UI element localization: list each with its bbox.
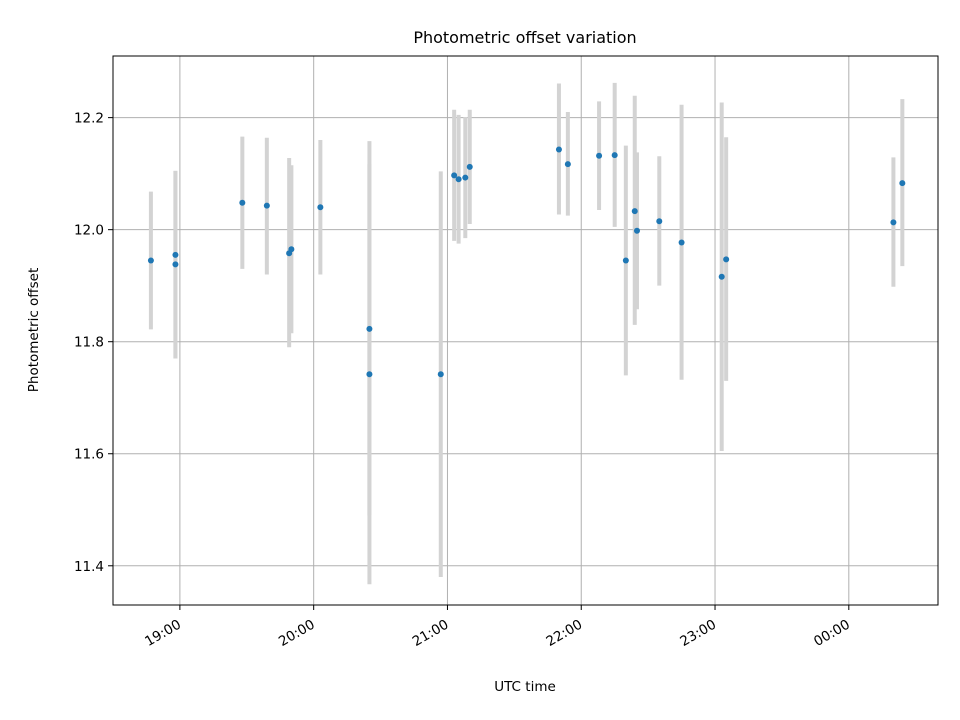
data-point [172, 261, 179, 268]
y-tick-label: 11.4 [74, 559, 104, 575]
data-point [437, 371, 444, 378]
data-point [656, 218, 663, 225]
data-point [899, 180, 906, 187]
data-point [622, 257, 629, 264]
grid [113, 56, 938, 605]
data-point [263, 202, 270, 209]
data-point [366, 371, 373, 378]
data-point [678, 239, 685, 246]
chart-title: Photometric offset variation [413, 28, 636, 47]
data-point [631, 208, 638, 215]
y-tick-label: 11.6 [74, 447, 104, 463]
data-point [596, 152, 603, 159]
data-point [633, 227, 640, 234]
data-point [366, 325, 373, 332]
x-axis-label: UTC time [494, 679, 556, 695]
data-point [611, 152, 618, 159]
data-point [564, 161, 571, 168]
data-point [555, 146, 562, 153]
y-tick-label: 12.0 [74, 223, 104, 239]
plot-frame [112, 55, 939, 606]
y-tick-label: 11.8 [74, 335, 104, 351]
data-point [172, 251, 179, 258]
data-points [147, 146, 906, 378]
data-point [890, 219, 897, 226]
y-tick-label: 12.2 [74, 111, 104, 127]
y-axis-label: Photometric offset [26, 268, 42, 392]
y-axis-ticks: 11.4 11.6 11.8 12.0 12.2 [74, 111, 113, 575]
data-point [718, 273, 725, 280]
data-point [239, 199, 246, 206]
data-point [317, 204, 324, 211]
data-point [723, 256, 730, 263]
data-point [288, 246, 295, 253]
data-point [462, 174, 469, 181]
data-point [466, 163, 473, 170]
data-point [451, 172, 458, 179]
data-point [455, 176, 462, 183]
data-point [147, 257, 154, 264]
